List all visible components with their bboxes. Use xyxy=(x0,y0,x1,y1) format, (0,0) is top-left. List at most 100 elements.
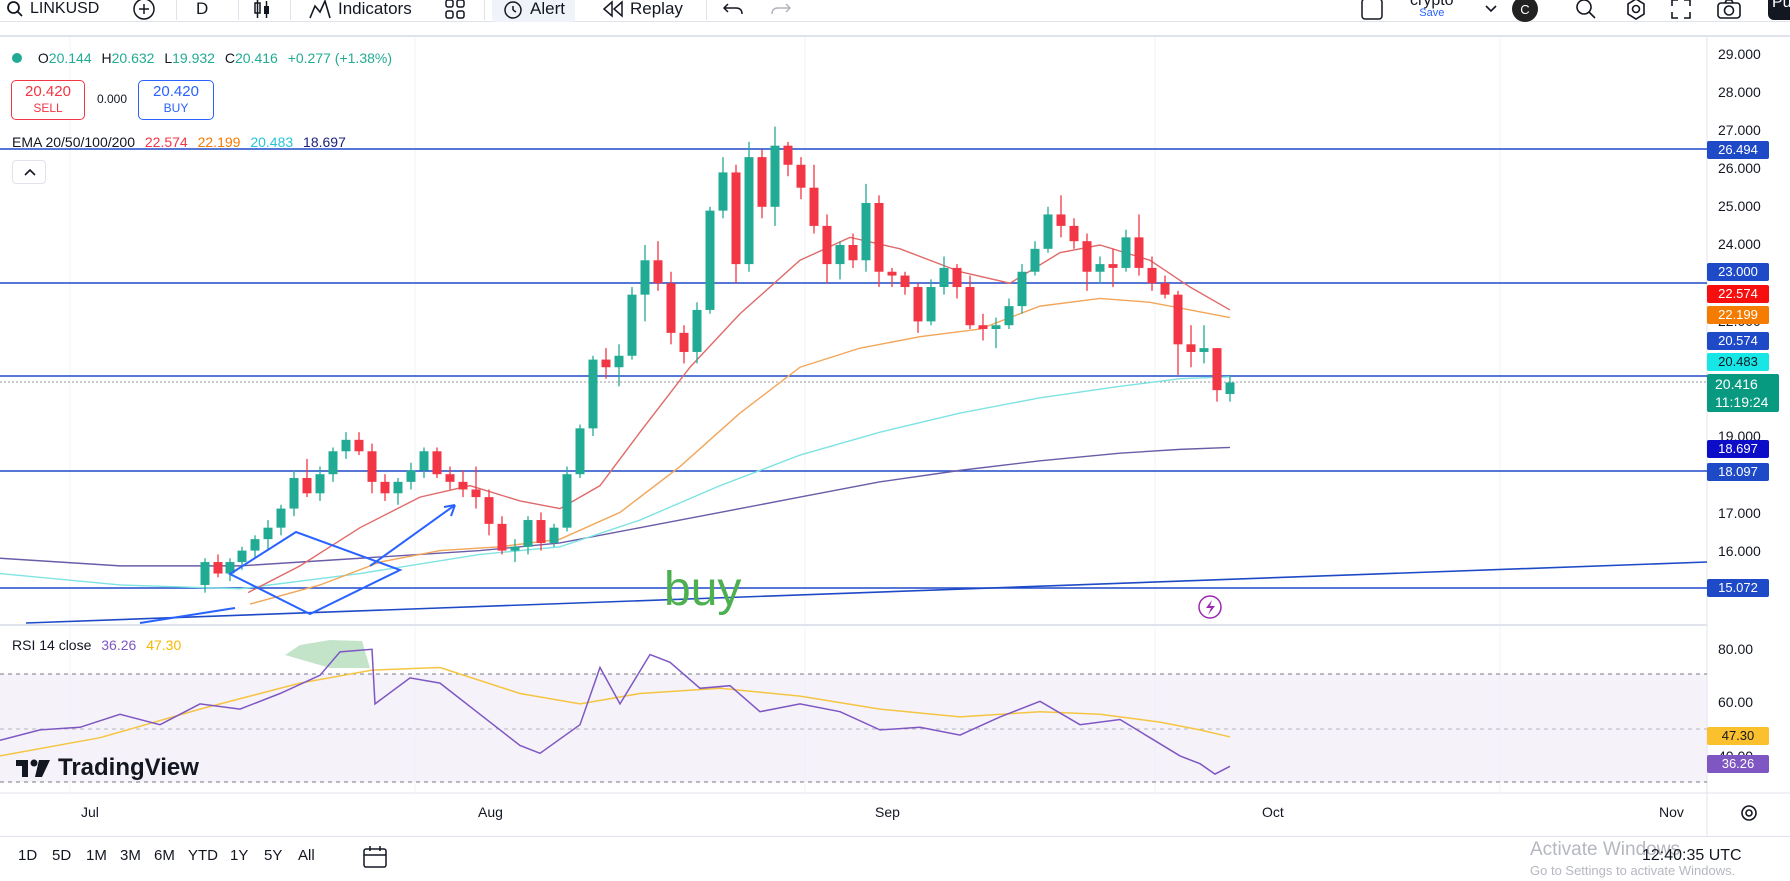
low-label: L xyxy=(164,50,173,66)
layout-checkbox[interactable] xyxy=(1360,0,1384,22)
candle-body xyxy=(718,172,728,211)
range-button-5y[interactable]: 5Y xyxy=(264,847,283,864)
layout-name-button[interactable]: crypto Save xyxy=(1410,0,1454,19)
ema100-line xyxy=(0,376,1231,590)
candle-body xyxy=(380,481,390,494)
rsi-legend[interactable]: RSI 14 close 36.26 47.30 xyxy=(12,637,181,653)
candle-body xyxy=(1043,214,1053,249)
candle-body xyxy=(640,260,650,295)
square-icon xyxy=(1361,0,1383,20)
candlesticks xyxy=(200,126,1235,593)
candle-body xyxy=(861,202,871,261)
ema100-value: 20.483 xyxy=(250,134,294,150)
symbol-search[interactable]: LINKUSD xyxy=(6,0,99,22)
drawing-arrows[interactable] xyxy=(139,504,456,624)
ema50-line xyxy=(249,297,1231,605)
alert-button[interactable]: Alert xyxy=(492,0,575,22)
high-value: 20.632 xyxy=(111,50,155,66)
user-avatar[interactable]: C xyxy=(1512,0,1538,22)
quick-search-button[interactable] xyxy=(1574,0,1598,22)
pattern-drawing[interactable] xyxy=(227,530,403,616)
ema-legend-label: EMA 20/50/100/200 xyxy=(12,134,135,150)
collapse-legend-button[interactable] xyxy=(12,160,46,184)
tag-ema200: 18.697 xyxy=(1707,440,1769,458)
candle-body xyxy=(263,527,273,540)
search-spark-icon xyxy=(1576,0,1596,19)
range-button-6m[interactable]: 6M xyxy=(154,847,175,864)
candle-body xyxy=(705,210,715,310)
candle-body xyxy=(510,546,520,551)
indicators-button[interactable]: Indicators xyxy=(308,0,412,22)
settings-button[interactable] xyxy=(1624,0,1648,22)
candle-body xyxy=(302,478,312,494)
compare-button[interactable] xyxy=(132,0,156,22)
tag-18097: 18.097 xyxy=(1707,463,1769,481)
candle-body xyxy=(575,428,585,475)
date-nov: Nov xyxy=(1659,804,1684,820)
price-axis-label: 29.000 xyxy=(1718,46,1761,62)
rsi-value: 36.26 xyxy=(101,637,137,653)
high-label: H xyxy=(101,50,112,66)
open-label: O xyxy=(37,50,49,66)
date-range-button[interactable] xyxy=(362,845,388,874)
arrow-line[interactable] xyxy=(369,504,456,567)
range-button-1m[interactable]: 1M xyxy=(86,847,107,864)
candle-body xyxy=(991,325,1001,330)
candle-body xyxy=(289,478,299,509)
range-button-1y[interactable]: 1Y xyxy=(230,847,249,864)
axis-settings-button[interactable] xyxy=(1738,802,1760,829)
candle-body xyxy=(562,474,572,528)
interval-button[interactable]: D xyxy=(196,0,208,22)
range-button-ytd[interactable]: YTD xyxy=(188,847,218,864)
date-jul: Jul xyxy=(81,804,99,820)
candle-body xyxy=(965,287,975,326)
rsi-band xyxy=(0,674,1707,782)
price-axis-label: 25.000 xyxy=(1718,198,1761,214)
chart-type-button[interactable] xyxy=(252,0,272,22)
range-button-5d[interactable]: 5D xyxy=(52,847,72,864)
candle-body xyxy=(1004,306,1014,326)
buy-button[interactable]: 20.420 BUY xyxy=(138,80,214,120)
arrow-line[interactable] xyxy=(139,607,236,624)
candle-body xyxy=(1017,271,1027,307)
candle-body xyxy=(588,359,598,429)
sell-button[interactable]: 20.420 SELL xyxy=(11,80,85,120)
range-button-3m[interactable]: 3M xyxy=(120,847,141,864)
templates-button[interactable] xyxy=(444,0,466,22)
candle-body xyxy=(848,245,858,261)
ema-legend[interactable]: EMA 20/50/100/200 22.574 22.199 20.483 1… xyxy=(12,134,346,150)
price-axis-label: 17.000 xyxy=(1718,505,1761,521)
lightning-marker[interactable] xyxy=(1198,595,1222,619)
candle-body xyxy=(913,287,923,322)
rsi-legend-label: RSI 14 close xyxy=(12,637,92,653)
candle-body xyxy=(549,527,559,543)
toolbar-divider xyxy=(484,0,485,20)
snapshot-button[interactable] xyxy=(1716,0,1742,22)
gear-icon xyxy=(1627,0,1645,20)
tag-20574: 20.574 xyxy=(1707,332,1769,350)
close-value: 20.416 xyxy=(234,50,278,66)
close-label: C xyxy=(224,50,235,66)
clock[interactable]: 12:40:35 UTC xyxy=(1642,847,1742,864)
candle-body xyxy=(497,523,507,551)
ema200-line xyxy=(0,446,1231,567)
lightning-bolt xyxy=(1206,600,1215,615)
candle-body xyxy=(666,283,676,333)
trend-line[interactable] xyxy=(25,561,1708,624)
bar-countdown: 11:19:24 xyxy=(1715,394,1769,410)
layout-dropdown[interactable] xyxy=(1484,0,1498,22)
publish-label: Pu xyxy=(1772,0,1790,11)
redo-button[interactable] xyxy=(770,0,792,22)
candle-body xyxy=(341,439,351,452)
tag-ema100: 20.483 xyxy=(1707,353,1769,371)
range-button-all[interactable]: All xyxy=(298,847,315,864)
tradingview-logo[interactable]: TradingView xyxy=(14,754,199,782)
candle-body xyxy=(653,260,663,284)
replay-button[interactable]: Replay xyxy=(602,0,683,22)
undo-button[interactable] xyxy=(722,0,744,22)
publish-button[interactable]: Pu xyxy=(1768,0,1790,20)
candle-body xyxy=(406,470,416,482)
range-button-1d[interactable]: 1D xyxy=(18,847,38,864)
buy-annotation[interactable]: buy xyxy=(664,563,742,616)
